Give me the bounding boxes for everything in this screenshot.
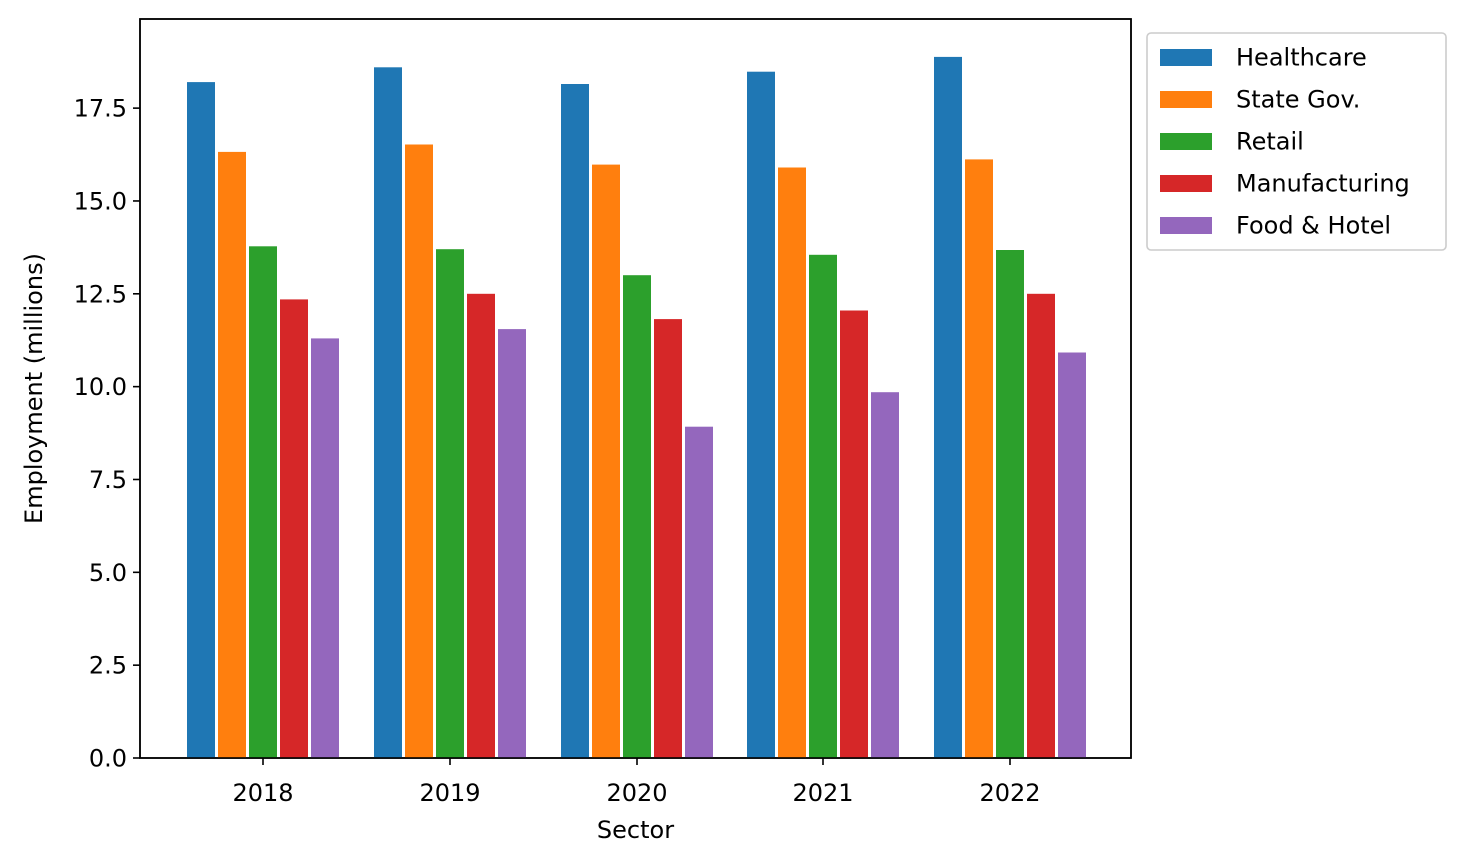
bar-manufacturing-2019 — [467, 293, 495, 758]
y-axis: 0.0 2.5 5.0 7.5 10.0 12.5 15.0 17.5 — [74, 95, 140, 773]
bar-manufacturing-2020 — [654, 319, 682, 758]
bar-food-hotel-2022 — [1058, 352, 1086, 758]
bar-state-gov-2022 — [965, 159, 993, 758]
y-tick-label: 17.5 — [74, 95, 127, 123]
y-tick-label: 0.0 — [89, 745, 127, 773]
bar-food-hotel-2021 — [871, 392, 899, 758]
bar-healthcare-2020 — [561, 84, 589, 758]
legend: Healthcare State Gov. Retail Manufacturing F… — [1146, 32, 1447, 251]
y-tick-label: 7.5 — [89, 466, 127, 494]
bar-state-gov-2020 — [592, 164, 620, 759]
x-tick-label: 2018 — [232, 779, 293, 807]
bar-manufacturing-2022 — [1027, 293, 1055, 758]
y-tick-label: 10.0 — [74, 373, 127, 401]
legend-label: Healthcare — [1236, 44, 1367, 72]
bar-retail-2020 — [623, 275, 651, 758]
x-tick-label: 2022 — [979, 779, 1040, 807]
bar-food-hotel-2018 — [311, 338, 339, 758]
bar-food-hotel-2020 — [685, 426, 713, 758]
legend-swatch — [1160, 175, 1212, 192]
legend-label: Retail — [1236, 128, 1304, 156]
legend-label: State Gov. — [1236, 86, 1360, 114]
y-tick-label: 12.5 — [74, 280, 127, 308]
y-tick-label: 2.5 — [89, 652, 127, 680]
legend-entries: Healthcare State Gov. Retail Manufacturing F… — [1160, 44, 1410, 240]
bar-state-gov-2021 — [778, 167, 806, 758]
bar-retail-2019 — [436, 249, 464, 758]
x-axis: 2018 2019 2020 2021 2022 — [232, 758, 1041, 807]
legend-swatch — [1160, 49, 1212, 66]
legend-swatch — [1160, 91, 1212, 108]
y-axis-label: Employment (millions) — [20, 253, 48, 524]
y-tick-label: 15.0 — [74, 187, 127, 215]
legend-label: Food & Hotel — [1236, 212, 1391, 240]
bar-state-gov-2018 — [218, 151, 246, 758]
bar-healthcare-2021 — [747, 71, 775, 758]
bar-manufacturing-2018 — [280, 299, 308, 758]
bar-food-hotel-2019 — [498, 329, 526, 758]
bar-retail-2018 — [249, 246, 277, 759]
bar-retail-2021 — [809, 254, 837, 759]
legend-label: Manufacturing — [1236, 170, 1410, 198]
x-axis-label: Sector — [597, 816, 674, 844]
bar-manufacturing-2021 — [840, 310, 868, 758]
bar-retail-2022 — [996, 250, 1024, 758]
bars-group — [187, 56, 1086, 759]
bar-healthcare-2022 — [934, 56, 962, 758]
x-tick-label: 2019 — [419, 779, 480, 807]
bar-healthcare-2019 — [374, 67, 402, 759]
x-tick-label: 2020 — [606, 779, 667, 807]
bar-state-gov-2019 — [405, 144, 433, 758]
bar-healthcare-2018 — [187, 82, 215, 759]
legend-swatch — [1160, 133, 1212, 150]
legend-frame — [1146, 32, 1447, 251]
plot-area — [139, 18, 1132, 759]
axes-frame-outline — [139, 18, 1132, 759]
x-tick-label: 2021 — [792, 779, 853, 807]
y-tick-label: 5.0 — [89, 559, 127, 587]
legend-swatch — [1160, 217, 1212, 234]
